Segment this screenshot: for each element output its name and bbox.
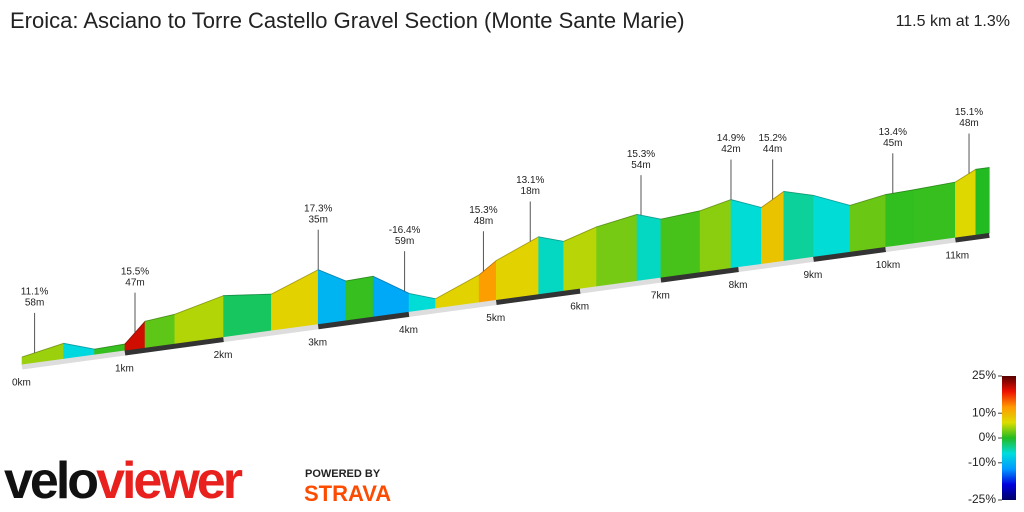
- x-tick-label: 4km: [399, 325, 418, 336]
- annotation-grade: 11.1%: [21, 287, 49, 298]
- logo-part: velo: [4, 452, 97, 510]
- profile-segment: [174, 295, 224, 345]
- x-tick-label: 7km: [651, 291, 670, 302]
- annotation-length: 48m: [959, 118, 978, 129]
- x-tick-label: 11km: [945, 251, 969, 262]
- x-tick-label: 1km: [115, 364, 134, 375]
- km-stripe: [885, 237, 956, 253]
- profile-segment: [271, 269, 319, 332]
- km-stripe: [21, 350, 126, 370]
- colorbar-label: 10%: [972, 405, 996, 419]
- profile-segment: [563, 226, 597, 292]
- annotation-grade: 15.1%: [955, 107, 983, 118]
- strava-logo: STRAVA: [304, 481, 391, 506]
- profile-segment: [885, 189, 915, 248]
- annotation-length: 44m: [763, 144, 782, 155]
- profile-outline: [21, 166, 990, 358]
- annotation-grade: 13.4%: [879, 127, 907, 138]
- annotation-grade: 15.3%: [469, 205, 497, 216]
- profile-segment: [345, 275, 374, 322]
- km-stripe: [223, 324, 319, 343]
- km-stripe: [495, 288, 581, 305]
- km-stripe: [124, 337, 224, 356]
- km-stripe: [738, 256, 814, 273]
- profile: [21, 167, 990, 366]
- km-stripe: [955, 232, 990, 243]
- colorbar-label: -10%: [968, 455, 996, 469]
- km-stripe: [408, 300, 497, 317]
- km-stripe: [660, 267, 739, 283]
- profile-segment: [223, 293, 272, 338]
- annotation-length: 58m: [25, 298, 44, 309]
- profile-segment: [372, 275, 410, 318]
- powered-by: POWERED BY: [305, 468, 381, 480]
- profile-segment: [144, 313, 176, 349]
- x-tick-label: 2km: [214, 350, 233, 361]
- annotation-grade: 14.9%: [717, 133, 745, 144]
- profile-segment: [317, 269, 347, 326]
- profile-segment: [538, 236, 564, 296]
- x-tick-label: 0km: [12, 378, 31, 389]
- colorbar-label: 0%: [979, 430, 997, 444]
- annotation-length: 18m: [521, 186, 540, 197]
- x-tick-label: 10km: [876, 260, 900, 271]
- x-tick-label: 3km: [308, 337, 327, 348]
- km-stripe: [317, 311, 410, 330]
- chart-subtitle: 11.5 km at 1.3%: [896, 13, 1010, 30]
- km-stripe: [579, 277, 662, 294]
- x-tick-label: 5km: [486, 313, 505, 324]
- colorbar-label: 25%: [972, 368, 996, 382]
- x-tick-label: 8km: [729, 280, 748, 291]
- annotation-grade: 13.1%: [516, 175, 544, 186]
- colorbar: [1002, 376, 1016, 500]
- logo: veloviewer: [4, 452, 243, 510]
- annotation-grade: 17.3%: [304, 203, 332, 214]
- profile-segment: [636, 213, 662, 282]
- profile-segment: [699, 199, 732, 274]
- x-tick-label: 6km: [570, 302, 589, 313]
- chart-title: Eroica: Asciano to Torre Castello Gravel…: [10, 8, 685, 33]
- annotation-length: 45m: [883, 138, 902, 149]
- profile-segment: [913, 181, 956, 245]
- annotation-length: 59m: [395, 236, 414, 247]
- annotation-length: 48m: [474, 216, 493, 227]
- annotation-grade: 15.3%: [627, 149, 655, 160]
- annotation-grade: 15.5%: [121, 266, 149, 277]
- annotation-grade: -16.4%: [389, 225, 421, 236]
- annotation-length: 35m: [309, 214, 328, 225]
- profile-segment: [660, 210, 701, 279]
- annotation-grade: 15.2%: [758, 133, 786, 144]
- km-stripe: [813, 247, 887, 262]
- annotation-length: 54m: [631, 160, 650, 171]
- profile-segment: [813, 194, 851, 258]
- profile-segment: [761, 190, 785, 265]
- annotation-length: 42m: [721, 144, 740, 155]
- profile-segment: [478, 259, 497, 304]
- x-tick-label: 9km: [804, 270, 823, 281]
- colorbar-label: -25%: [968, 492, 996, 506]
- annotation-length: 47m: [125, 277, 144, 288]
- profile-segment: [496, 236, 539, 301]
- logo-part: viewer: [96, 452, 243, 510]
- profile-segment: [730, 199, 762, 269]
- profile-segment: [783, 191, 814, 262]
- profile-segment: [849, 194, 887, 253]
- profile-segment: [975, 167, 990, 236]
